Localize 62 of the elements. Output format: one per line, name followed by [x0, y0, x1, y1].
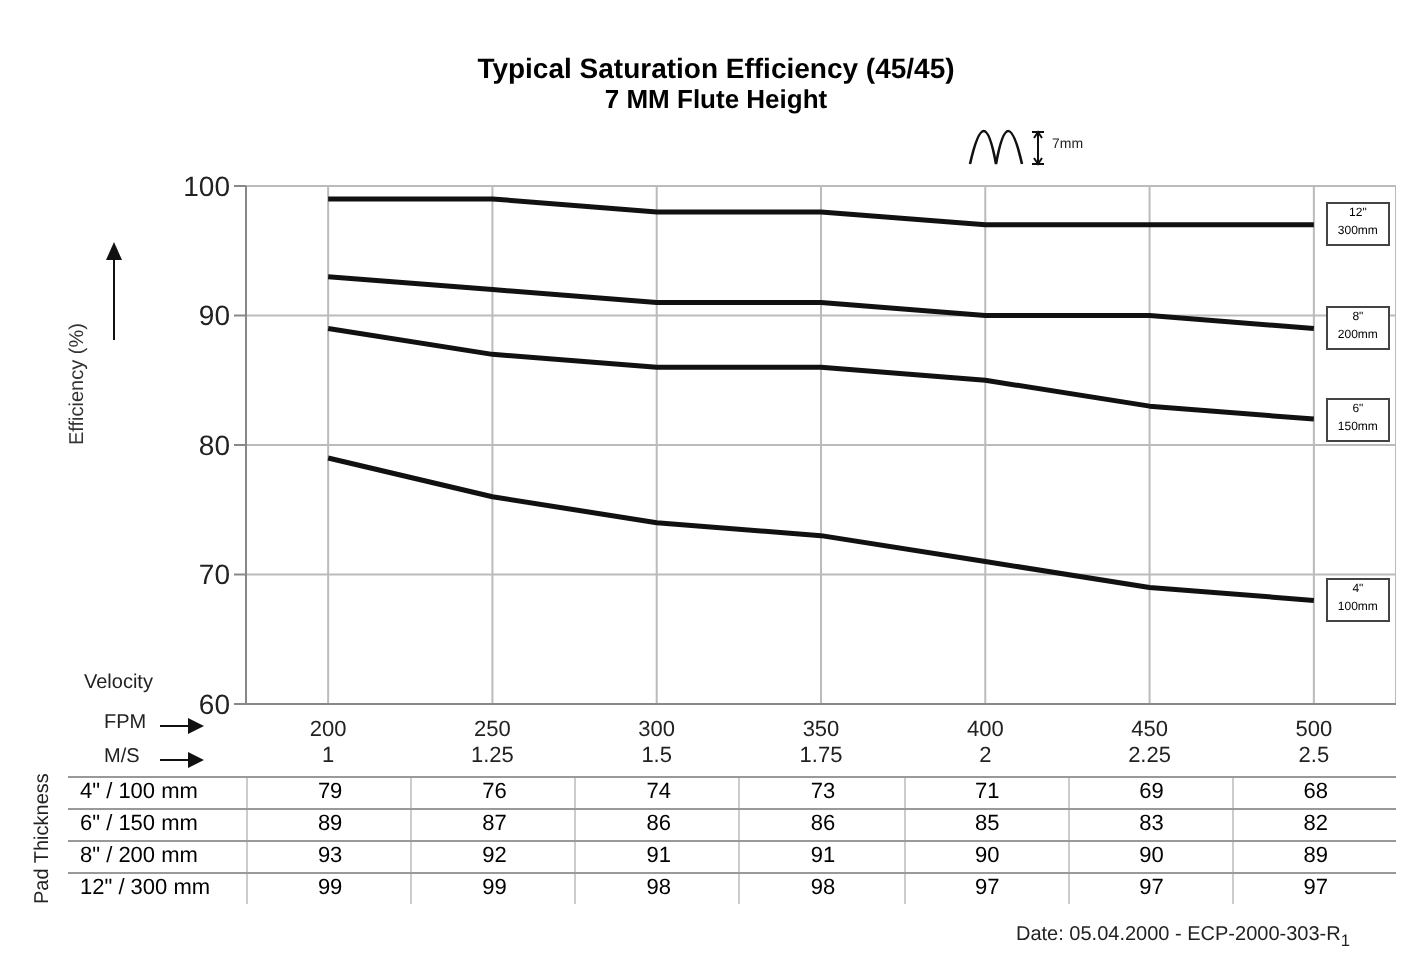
x2-tick-label: 1.75: [797, 744, 845, 768]
data-label: 97: [1231, 874, 1398, 904]
x-tick-label: 200: [309, 717, 347, 742]
data-label: 99: [410, 874, 577, 904]
x-tick-label: 500: [1295, 717, 1333, 742]
data-label: 68: [1231, 778, 1398, 808]
y-tick-label: 60: [198, 687, 231, 720]
x-tick-label: 350: [802, 717, 840, 742]
x2-tick-label: 1: [320, 744, 337, 768]
x2-tick-label: 1.25: [468, 744, 516, 768]
x2-tick-label: 2.5: [1296, 744, 1332, 768]
data-label: 93: [246, 842, 413, 872]
data-label: 73: [738, 778, 906, 808]
data-label: 90: [1067, 842, 1234, 872]
text: FPM: [104, 712, 147, 734]
data-label: 82: [1231, 810, 1398, 840]
x-tick-label: 450: [1131, 717, 1168, 742]
data-label: 85: [903, 810, 1070, 840]
text: Date: 05.04.2000 - ECP-2000-303-R$_{1}$: [1016, 924, 1350, 950]
y-axis-title: Efficiency (%): [67, 323, 90, 445]
chart-title: Typical Saturation Efficiency (45/45): [475, 52, 957, 84]
y-tick-label: 12" / 300 mm: [80, 876, 211, 900]
data-label: 98: [574, 874, 741, 904]
x2-tick-label: 2: [977, 744, 994, 768]
y-tick-label: 4" / 100 mm: [80, 780, 198, 804]
data-label: 92: [410, 842, 577, 872]
y-axis-title: Pad Thickness: [32, 773, 54, 904]
text: Velocity: [84, 672, 153, 694]
x-tick-label: 400: [966, 717, 1004, 742]
data-label: 69: [1067, 778, 1234, 808]
data-label: 97: [903, 874, 1070, 904]
data-label: 79: [246, 778, 413, 808]
data-label: 90: [903, 842, 1070, 872]
data-label: 91: [738, 842, 906, 872]
data-label: 91: [574, 842, 741, 872]
line-series: [325, 274, 1317, 331]
data-label: 98: [738, 874, 906, 904]
data-label: 76: [410, 778, 577, 808]
y-tick-label: 90: [198, 299, 231, 332]
data-label: 86: [738, 810, 906, 840]
y-tick-label: 8" / 200 mm: [80, 844, 198, 868]
data-label: 74: [574, 778, 741, 808]
y-tick-label: 6" / 150 mm: [80, 812, 198, 836]
x2-tick-label: 1.5: [639, 744, 674, 768]
x-tick-label: 300: [638, 717, 676, 742]
data-label: 99: [246, 874, 413, 904]
line-series: [325, 455, 1317, 603]
x2-tick-label: 2.25: [1126, 744, 1173, 768]
y-tick-label: 80: [198, 428, 231, 461]
x-tick-label: 250: [474, 717, 511, 742]
data-label: 83: [1067, 810, 1234, 840]
data-label: 89: [246, 810, 413, 840]
data-label: 89: [1231, 842, 1398, 872]
line-series: [325, 325, 1317, 422]
data-label: 97: [1067, 874, 1234, 904]
data-label: 71: [903, 778, 1070, 808]
text: M/S: [104, 746, 140, 768]
data-label: 86: [574, 810, 741, 840]
data-label: 87: [410, 810, 577, 840]
y-tick-label: 100: [183, 169, 231, 202]
chart-subtitle: 7 MM Flute Height: [602, 84, 830, 114]
y-tick-label: 70: [198, 558, 231, 591]
